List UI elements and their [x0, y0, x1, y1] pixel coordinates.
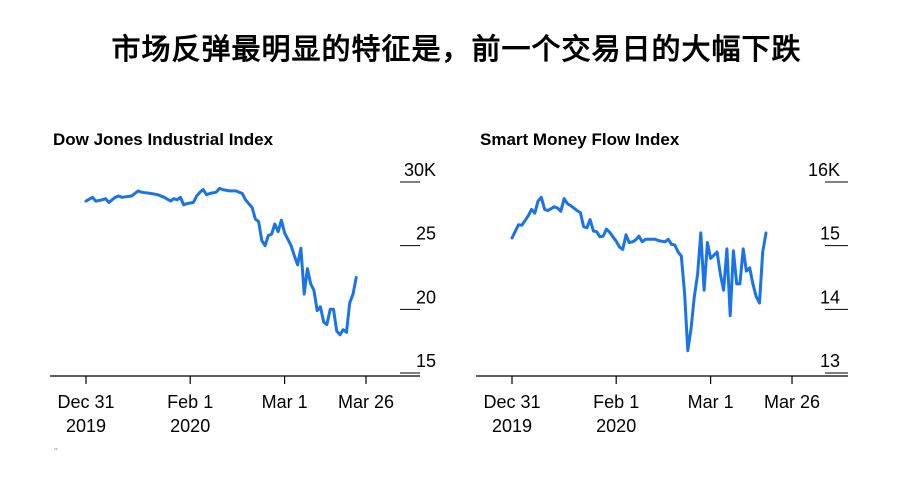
y-tick-label: 20 [416, 287, 436, 307]
x-tick-year-label: 2019 [66, 416, 106, 436]
y-tick-label: 14 [820, 287, 840, 307]
y-tick-label: 13 [820, 351, 840, 371]
series-line [84, 186, 358, 337]
series-line [510, 195, 768, 353]
y-tick-label: 25 [416, 224, 436, 244]
x-tick-label: Dec 31 [483, 392, 540, 412]
x-tick-year-label: 2020 [596, 416, 636, 436]
x-tick-label: Feb 1 [593, 392, 639, 412]
y-tick-label: 15 [416, 351, 436, 371]
x-tick-label: Feb 1 [167, 392, 213, 412]
chart-title: Dow Jones Industrial Index [53, 130, 274, 149]
y-tick-label: 16K [808, 160, 840, 180]
x-tick-label: Mar 1 [688, 392, 734, 412]
x-tick-label: Dec 31 [57, 392, 114, 412]
x-tick-label: Mar 1 [262, 392, 308, 412]
chart-title: Smart Money Flow Index [480, 130, 680, 149]
y-tick-label: 15 [820, 224, 840, 244]
x-tick-year-label: 2019 [492, 416, 532, 436]
footnote: '' [54, 447, 58, 458]
y-tick-label: 30K [404, 160, 436, 180]
x-tick-year-label: 2020 [170, 416, 210, 436]
x-tick-label: Mar 26 [338, 392, 394, 412]
headline: 市场反弹最明显的特征是，前一个交易日的大幅下跌 [111, 32, 802, 66]
x-tick-label: Mar 26 [764, 392, 820, 412]
